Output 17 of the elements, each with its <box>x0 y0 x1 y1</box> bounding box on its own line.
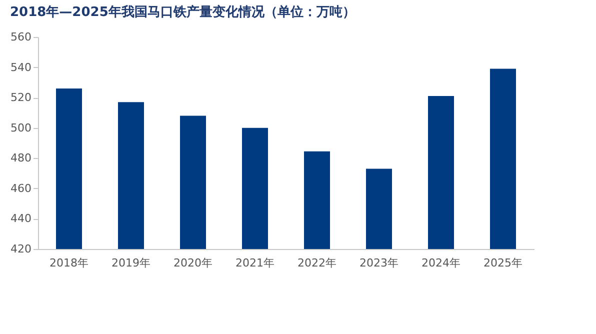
x-tick-label: 2018年 <box>50 256 88 270</box>
x-tick-label: 2020年 <box>174 256 212 270</box>
x-tick-label: 2023年 <box>360 256 398 270</box>
chart-title: 2018年—2025年我国马口铁产量变化情况（单位：万吨） <box>10 4 356 20</box>
y-tick-label: 460 <box>10 182 32 195</box>
x-tick-label: 2022年 <box>298 256 336 270</box>
x-tick-label: 2024年 <box>422 256 460 270</box>
y-tick-label: 560 <box>10 30 32 44</box>
y-tick-label: 420 <box>10 242 32 256</box>
y-tick-label: 500 <box>10 121 32 134</box>
y-tick-label: 480 <box>10 152 32 165</box>
y-tick-label: 540 <box>10 60 32 74</box>
y-tick-label: 440 <box>10 212 32 226</box>
x-tick-label: 2025年 <box>484 256 522 270</box>
y-tick-label: 520 <box>10 91 32 104</box>
x-tick-label: 2021年 <box>236 256 274 270</box>
x-tick-label: 2019年 <box>112 256 150 270</box>
